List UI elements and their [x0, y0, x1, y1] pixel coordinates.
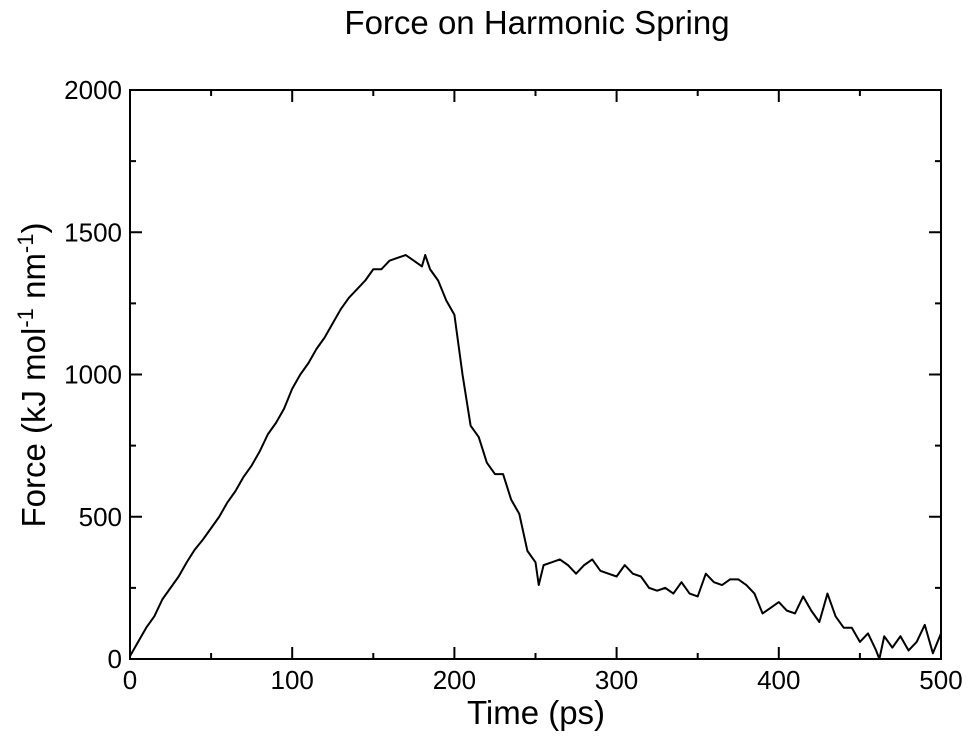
y-tick-label: 500 [79, 502, 122, 532]
y-axis-label-sup-1: -1 [13, 308, 38, 328]
y-tick-label: 2000 [64, 75, 122, 105]
ticks [129, 89, 942, 660]
y-tick-label: 1500 [64, 217, 122, 247]
x-tick-label: 500 [919, 665, 962, 695]
y-tick-labels: 0 500 1000 1500 2000 [64, 75, 122, 674]
x-tick-label: 400 [757, 665, 800, 695]
x-tick-labels: 0 100 200 300 400 500 [123, 665, 963, 695]
y-tick-label: 0 [108, 644, 122, 674]
chart-title: Force on Harmonic Spring [344, 4, 729, 41]
x-tick-label: 300 [595, 665, 638, 695]
series-line [129, 254, 942, 660]
x-tick-label: 200 [433, 665, 476, 695]
y-axis-label-sup-2: -1 [13, 234, 38, 254]
y-axis-label: Force (kJ mol-1 nm-1) [13, 223, 52, 528]
y-tick-label: 1000 [64, 360, 122, 390]
y-axis-label-prefix: Force (kJ mol [15, 328, 52, 528]
x-axis-label: Time (ps) [467, 694, 605, 731]
y-axis-label-middle: nm [15, 253, 52, 308]
x-tick-label: 0 [123, 665, 137, 695]
y-axis-label-suffix: ) [15, 223, 52, 234]
plot-frame [129, 89, 942, 660]
x-tick-label: 100 [271, 665, 314, 695]
